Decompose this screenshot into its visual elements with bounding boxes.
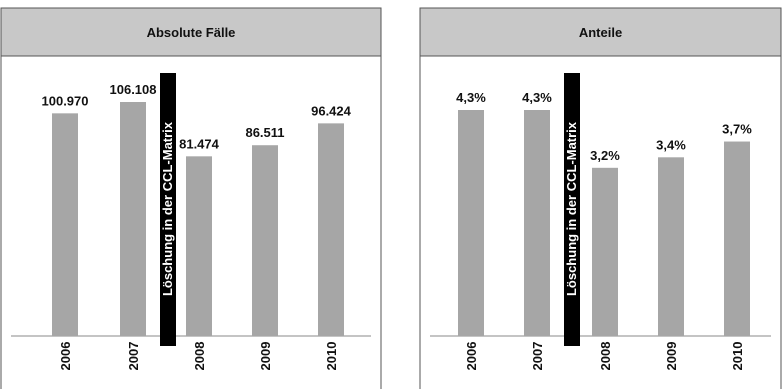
panel-header [419,7,782,57]
value-label: 96.424 [311,103,352,118]
category-label: 2006 [464,342,479,371]
category-label: 2009 [664,342,679,371]
bar [120,102,146,336]
value-label: 3,7% [722,122,752,137]
category-label: 2010 [324,342,339,371]
value-label: 106.108 [110,82,157,97]
bar [52,113,78,336]
annotation-bar [564,73,580,346]
panel-title: Absolute Fälle [147,25,236,40]
category-label: 2007 [530,342,545,371]
value-label: 3,2% [590,148,620,163]
value-label: 81.474 [179,136,220,151]
bar [318,123,344,336]
category-label: 2008 [192,342,207,371]
value-label: 4,3% [522,90,552,105]
bar [186,156,212,336]
category-label: 2007 [126,342,141,371]
category-label: 2009 [258,342,273,371]
value-label: 4,3% [456,90,486,105]
bar [252,145,278,336]
category-label: 2010 [730,342,745,371]
bar [724,141,750,336]
annotation: Löschung in der CCL-Matrix [564,121,579,296]
panel-header [0,7,382,57]
bar [458,110,484,336]
value-label: 86.511 [245,125,284,140]
category-label: 2008 [598,342,613,371]
annotation: Löschung in der CCL-Matrix [160,121,175,296]
value-label: 3,4% [656,137,686,152]
panel-title: Anteile [579,25,622,40]
bar [524,110,550,336]
bar [658,157,684,336]
annotation-bar [160,73,176,346]
category-label: 2006 [58,342,73,371]
bar [592,167,618,336]
value-label: 100.970 [42,93,89,108]
